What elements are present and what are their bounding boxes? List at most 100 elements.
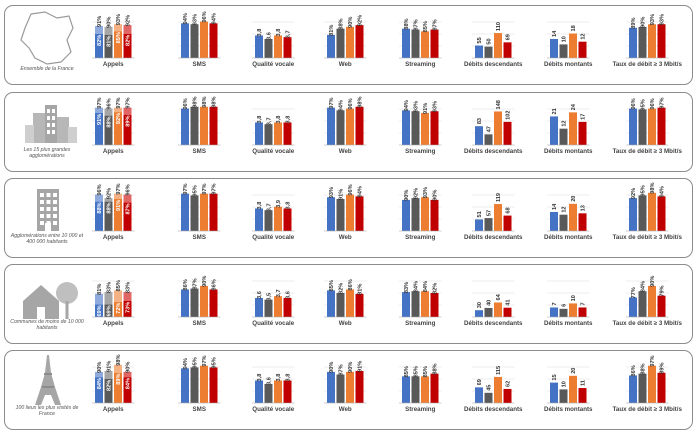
bar xyxy=(336,28,345,58)
bar-value: 64 xyxy=(496,293,502,300)
bar-upper-segment xyxy=(104,371,113,379)
bar xyxy=(104,379,113,403)
metric-group: 88% 87% 85% 87%Streaming xyxy=(399,18,442,68)
bar xyxy=(114,112,122,145)
bar xyxy=(264,299,273,317)
bar-value-lower: 82% xyxy=(97,35,103,46)
category-label: Débits montants xyxy=(544,406,593,413)
bar xyxy=(657,196,666,231)
bar xyxy=(559,389,568,403)
metric-group: 96% 88% 92% 88% 97% 91% 96% 87% Appels xyxy=(92,183,135,241)
bar xyxy=(638,26,647,58)
bar xyxy=(274,296,282,317)
metric-group: 96% 95% 96% 97%Taux de débit ≥ 3 Mbit/s xyxy=(613,97,683,155)
bar-value: 90% xyxy=(433,190,439,201)
bar xyxy=(550,211,558,231)
bar-value: 92% xyxy=(358,15,364,26)
bar xyxy=(264,383,273,403)
metric-group: 51 57 119 68 Débits descendants xyxy=(464,193,523,241)
bar-value: 86% xyxy=(212,279,218,290)
bar xyxy=(104,115,113,145)
bar xyxy=(569,203,577,231)
bar-value-lower: 69% xyxy=(107,305,113,316)
bar-value: 21 xyxy=(552,108,558,114)
bar xyxy=(494,376,502,403)
bar xyxy=(327,197,335,231)
bar-value: 81% xyxy=(358,284,364,295)
bar-value: 10 xyxy=(562,36,568,42)
bar-value: 50 xyxy=(487,38,493,44)
bar-value: 96% xyxy=(202,11,208,22)
bar-value: 97% xyxy=(660,97,666,108)
bar xyxy=(421,291,429,317)
bar xyxy=(190,24,199,58)
bar-value: 90% xyxy=(329,362,335,373)
bar-value: 94% xyxy=(183,13,189,24)
bar xyxy=(209,23,218,58)
bar-value: 98% xyxy=(358,97,364,108)
metric-group: 90% 92% 93% 90% Streaming xyxy=(399,187,442,241)
bar-value-upper: 83% xyxy=(126,282,132,293)
bar-upper-segment xyxy=(123,194,132,203)
bar-value: 91% xyxy=(358,361,364,372)
bar xyxy=(503,215,512,231)
bar xyxy=(274,35,282,58)
category-label: Débits descendants xyxy=(464,320,523,327)
bar xyxy=(355,196,364,231)
bar-value: 82% xyxy=(433,283,439,294)
bar xyxy=(255,208,263,231)
bar xyxy=(190,367,199,403)
category-label: Appels xyxy=(103,320,124,327)
bar xyxy=(181,193,189,231)
bar xyxy=(578,213,587,231)
category-label: Web xyxy=(339,406,352,413)
bar-value: 96% xyxy=(631,98,637,109)
bar xyxy=(283,208,292,231)
bar-value: 3,7 xyxy=(276,289,282,297)
region-label: Agglomérations entre 10 000 et 400 000 h… xyxy=(10,233,84,246)
bar-value-upper: 85% xyxy=(116,280,122,291)
bar-value: 93% xyxy=(423,187,429,198)
bar xyxy=(559,308,568,317)
bar xyxy=(484,392,493,403)
bar-value: 94% xyxy=(183,358,189,369)
bar-value-upper: 97% xyxy=(97,97,103,108)
bar-value: 3,8 xyxy=(257,29,263,37)
bar xyxy=(123,114,132,145)
bar xyxy=(274,122,282,145)
bar-value: 17 xyxy=(581,114,587,120)
bar xyxy=(181,289,189,317)
bar xyxy=(503,121,512,145)
bar-value: 20 xyxy=(571,368,577,374)
category-label: Qualité vocale xyxy=(252,406,295,413)
bar xyxy=(430,29,439,58)
bar-value: 3,8 xyxy=(276,374,282,382)
bar xyxy=(411,198,420,231)
bar-value: 90% xyxy=(641,17,647,28)
bar xyxy=(648,285,656,317)
metric-group: 94% 95% 97% 95%SMS xyxy=(178,355,221,413)
metric-group: 81% 88% 90% 92% Web xyxy=(324,15,367,68)
bar-value-upper: 90% xyxy=(97,362,103,373)
bar-value-upper: 98% xyxy=(116,355,122,366)
bar-value: 82% xyxy=(339,283,345,294)
bar-value: 85% xyxy=(329,280,335,291)
bar-value: 148 xyxy=(496,100,502,109)
bar-value-lower: 73% xyxy=(126,302,132,313)
bar xyxy=(123,202,132,231)
bar-value: 115 xyxy=(496,366,502,375)
metric-group: 55 50 110 69 Débits descendants xyxy=(464,21,523,68)
bar-value: 90% xyxy=(404,190,410,201)
metric-group: 92% 95% 98% 94% Taux de débit ≥ 3 Mbit/s xyxy=(613,183,683,241)
bar-value: 98% xyxy=(212,97,218,108)
bar xyxy=(346,371,354,403)
bar-value-lower: 82% xyxy=(107,380,113,391)
bar-value: 87% xyxy=(414,19,420,30)
bar-value-upper: 96% xyxy=(126,184,132,195)
bar-value: 83 xyxy=(477,118,483,124)
bar-value: 14 xyxy=(552,203,558,210)
bar-value: 97% xyxy=(202,355,208,366)
bar-value: 68 xyxy=(506,207,512,213)
bar-value: 95% xyxy=(212,357,218,368)
